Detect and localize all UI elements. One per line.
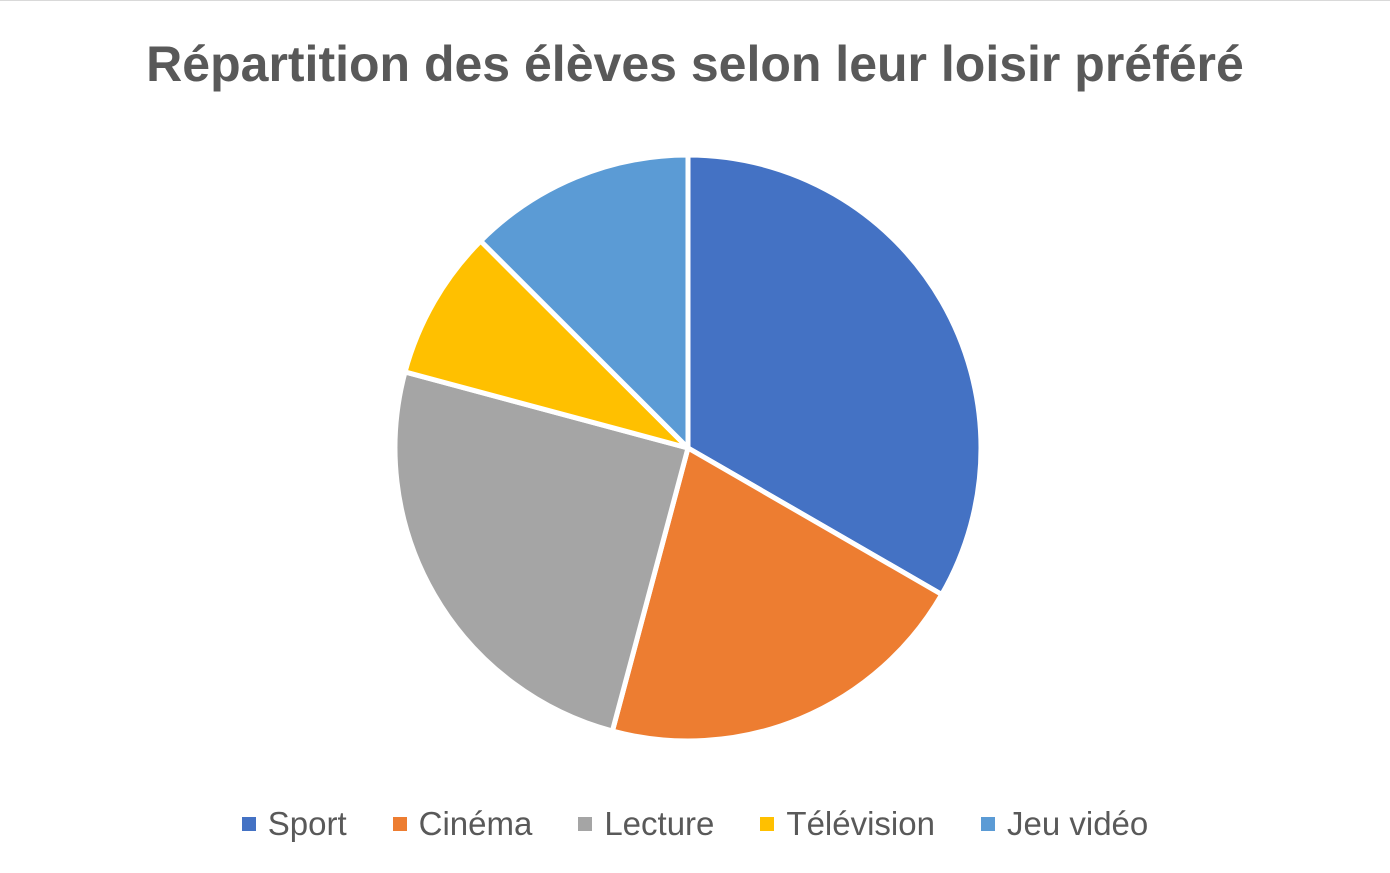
legend-swatch-sport xyxy=(241,817,256,831)
legend-item-lecture: Lecture xyxy=(578,805,714,843)
chart-title: Répartition des élèves selon leur loisir… xyxy=(146,36,1244,92)
legend-label-lecture: Lecture xyxy=(604,805,715,842)
legend-label-cinema: Cinéma xyxy=(418,805,533,842)
legend-swatch-cinema xyxy=(392,817,407,831)
legend-item-sport: Sport xyxy=(241,805,347,843)
legend-swatch-jeu-video xyxy=(980,817,995,831)
legend-swatch-lecture xyxy=(578,817,593,831)
pie-slice-television xyxy=(402,238,691,451)
legend-label-jeu-video: Jeu vidéo xyxy=(1006,805,1149,842)
legend-item-cinema: Cinéma xyxy=(392,805,533,843)
legend-item-jeu-video: Jeu vidéo xyxy=(980,805,1149,843)
legend-item-television: Télévision xyxy=(760,805,935,843)
pie-slice-lecture xyxy=(392,369,691,734)
pie-slice-jeu-video xyxy=(478,152,691,451)
legend-swatch-television xyxy=(760,817,775,831)
pie-slice-sport xyxy=(685,152,984,597)
legend-label-sport: Sport xyxy=(267,805,347,842)
legend-label-television: Télévision xyxy=(786,805,935,842)
chart-legend: Sport Cinéma Lecture Télévision Jeu vidéo xyxy=(0,801,1390,847)
pie-slice-cinema xyxy=(609,445,945,744)
